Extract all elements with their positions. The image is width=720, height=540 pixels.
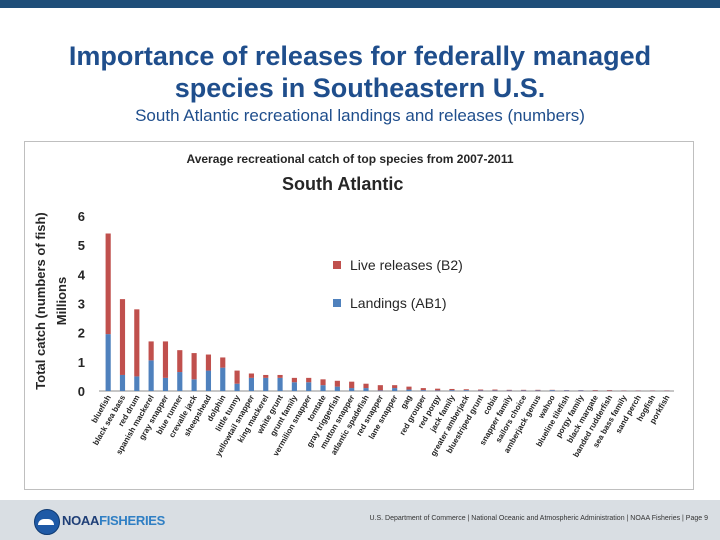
y-axis-label: Total catch (numbers of fish) <box>33 212 48 389</box>
bar-releases-22 <box>420 388 426 391</box>
legend-swatch-0 <box>333 261 341 269</box>
chart-subtitle: South Atlantic <box>282 174 403 194</box>
bar-releases-29 <box>521 389 527 391</box>
bar-releases-8 <box>220 357 226 368</box>
bar-landings-19 <box>377 390 383 391</box>
bar-releases-34 <box>592 390 598 391</box>
bar-landings-13 <box>291 382 297 391</box>
noaa-logo-wave-icon <box>38 519 54 525</box>
bar-landings-20 <box>392 388 398 391</box>
bar-landings-29 <box>521 390 527 391</box>
slide-title-line1: Importance of releases for federally man… <box>68 41 652 71</box>
bar-releases-11 <box>263 374 269 378</box>
bar-releases-2 <box>134 309 140 377</box>
bar-landings-33 <box>578 390 584 391</box>
bar-releases-4 <box>162 341 169 378</box>
bar-releases-9 <box>234 370 240 384</box>
bar-landings-26 <box>478 390 484 391</box>
bar-landings-14 <box>306 382 312 391</box>
y-axis-label-units: Millions <box>54 277 69 325</box>
bar-releases-35 <box>606 390 613 391</box>
bar-releases-10 <box>248 373 254 378</box>
bar-landings-10 <box>248 377 254 391</box>
bar-releases-17 <box>349 381 355 389</box>
bar-landings-24 <box>449 390 455 391</box>
bar-landings-7 <box>205 370 212 391</box>
bar-releases-14 <box>306 377 312 383</box>
bar-landings-27 <box>492 390 498 391</box>
bar-releases-6 <box>191 353 197 380</box>
bar-landings-3 <box>148 360 154 391</box>
stacked-bar-chart: Average recreational catch of top specie… <box>33 152 674 459</box>
bar-landings-5 <box>177 372 183 391</box>
bar-releases-18 <box>363 383 369 389</box>
legend-label-1: Landings (AB1) <box>350 295 447 311</box>
bar-releases-1 <box>119 299 126 375</box>
logo-noaa: NOAA <box>62 513 100 528</box>
bar-releases-20 <box>392 385 398 389</box>
y-tick-label: 6 <box>78 209 85 224</box>
bar-releases-30 <box>535 389 541 391</box>
bar-landings-17 <box>349 388 355 391</box>
y-tick-label: 3 <box>78 297 85 312</box>
bar-landings-21 <box>406 389 412 391</box>
bar-landings-12 <box>277 377 283 391</box>
bar-releases-5 <box>177 350 183 373</box>
bar-landings-6 <box>191 379 197 391</box>
bar-landings-15 <box>320 385 326 391</box>
bar-releases-3 <box>148 341 154 361</box>
bar-landings-25 <box>463 390 469 391</box>
slide-subtitle: South Atlantic recreational landings and… <box>135 106 585 125</box>
bar-landings-16 <box>334 386 340 391</box>
footer-bar <box>0 500 720 540</box>
bar-landings-23 <box>435 390 441 391</box>
bar-landings-8 <box>220 367 226 391</box>
bar-releases-13 <box>291 377 297 383</box>
footer-text: U.S. Department of Commerce | National O… <box>369 515 709 522</box>
bar-releases-21 <box>406 386 412 390</box>
bar-releases-23 <box>435 388 441 391</box>
bar-releases-7 <box>205 354 212 371</box>
bar-landings-30 <box>535 390 541 391</box>
bar-releases-19 <box>377 385 383 391</box>
slide-title: Importance of releases for federally man… <box>20 40 700 104</box>
legend-swatch-1 <box>333 299 341 307</box>
bar-releases-24 <box>449 388 455 391</box>
bar-landings-0 <box>105 334 111 391</box>
bar-releases-28 <box>506 389 512 391</box>
slide-title-line2: species in Southeastern U.S. <box>174 73 546 103</box>
legend-label-0: Live releases (B2) <box>350 257 463 273</box>
y-tick-label: 5 <box>78 238 85 253</box>
y-tick-label: 4 <box>78 267 86 282</box>
y-tick-label: 1 <box>78 355 85 370</box>
y-tick-label: 2 <box>78 326 85 341</box>
bar-landings-11 <box>263 377 269 391</box>
bar-landings-4 <box>162 377 169 391</box>
bar-landings-28 <box>506 390 512 391</box>
y-tick-label: 0 <box>78 384 85 399</box>
bar-releases-26 <box>478 389 484 391</box>
bar-landings-22 <box>420 390 426 391</box>
top-bar <box>0 0 720 8</box>
logo-fisheries: FISHERIES <box>99 513 166 528</box>
bar-releases-0 <box>105 233 111 335</box>
chart-title: Average recreational catch of top specie… <box>186 152 513 166</box>
bar-releases-27 <box>492 389 498 391</box>
bar-releases-16 <box>334 380 340 387</box>
noaa-fisheries-logo-text: NOAAFISHERIES <box>62 513 165 528</box>
bar-landings-18 <box>363 388 369 391</box>
bar-landings-1 <box>119 374 126 391</box>
bar-landings-31 <box>549 390 555 391</box>
bar-releases-15 <box>320 379 326 386</box>
bar-landings-2 <box>134 376 140 391</box>
bar-landings-9 <box>234 383 240 391</box>
bar-landings-32 <box>563 390 570 391</box>
bar-releases-12 <box>277 374 283 378</box>
bar-releases-25 <box>463 389 469 391</box>
